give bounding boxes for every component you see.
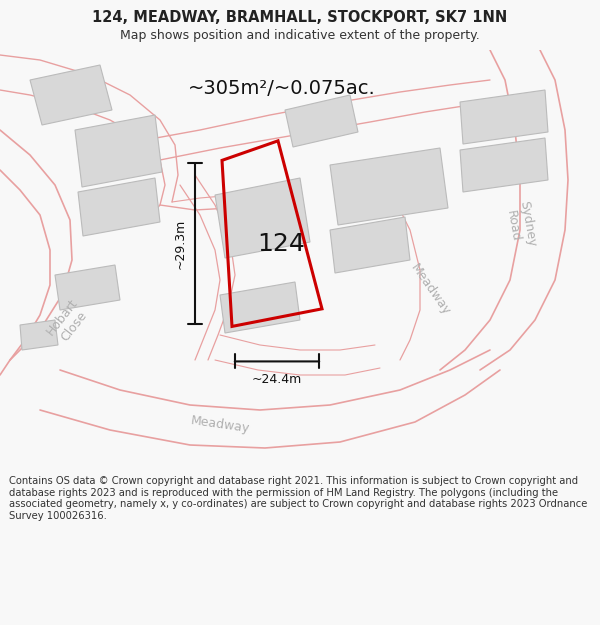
- Polygon shape: [20, 320, 58, 350]
- Text: Meadway: Meadway: [190, 414, 250, 436]
- Text: 124: 124: [257, 232, 305, 256]
- Text: Hobart
Close: Hobart Close: [44, 297, 92, 348]
- Polygon shape: [460, 138, 548, 192]
- Polygon shape: [460, 90, 548, 144]
- Text: ~24.4m: ~24.4m: [252, 373, 302, 386]
- Polygon shape: [75, 115, 162, 187]
- Text: Sydney
Road: Sydney Road: [502, 200, 538, 250]
- Polygon shape: [30, 65, 112, 125]
- Polygon shape: [215, 178, 310, 258]
- Text: Map shows position and indicative extent of the property.: Map shows position and indicative extent…: [120, 29, 480, 42]
- Polygon shape: [220, 282, 300, 333]
- Polygon shape: [330, 217, 410, 273]
- Polygon shape: [55, 265, 120, 310]
- Polygon shape: [285, 95, 358, 147]
- Text: ~305m²/~0.075ac.: ~305m²/~0.075ac.: [188, 79, 376, 98]
- Text: ~29.3m: ~29.3m: [174, 218, 187, 269]
- Text: Meadway: Meadway: [407, 262, 452, 318]
- Polygon shape: [78, 178, 160, 236]
- Text: Contains OS data © Crown copyright and database right 2021. This information is : Contains OS data © Crown copyright and d…: [9, 476, 587, 521]
- Polygon shape: [330, 148, 448, 225]
- Text: 124, MEADWAY, BRAMHALL, STOCKPORT, SK7 1NN: 124, MEADWAY, BRAMHALL, STOCKPORT, SK7 1…: [92, 10, 508, 25]
